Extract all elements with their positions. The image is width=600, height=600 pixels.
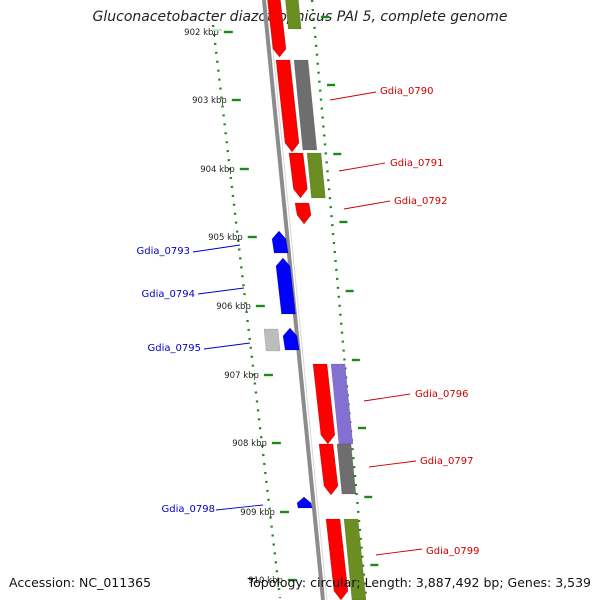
reverse-gene-label-leader: [192, 244, 241, 253]
forward-gene-label-leader: [329, 91, 377, 101]
tick-label: 908 kbp: [232, 439, 267, 449]
reverse-gene-label: Gdia_0798: [162, 504, 215, 515]
cog-bar: [343, 518, 367, 600]
tick-label: 907 kbp: [224, 371, 259, 381]
forward-gene-label: Gdia_0799: [426, 546, 479, 557]
forward-gene-label-leader: [338, 162, 386, 172]
accession-label: Accession: NC_011365: [9, 575, 152, 590]
forward-gene-arrow: [325, 518, 349, 600]
reverse-gene-label: Gdia_0795: [148, 343, 201, 354]
reverse-gene-label-leader: [215, 504, 264, 511]
genome-summary: Topology: circular; Length: 3,887,492 bp…: [247, 575, 591, 590]
backbone-highlight: [267, 0, 328, 600]
cog-bar: [306, 152, 326, 199]
cog-bar: [285, 0, 302, 30]
reverse-gene-label: Gdia_0794: [142, 289, 195, 300]
cog-bar: [293, 59, 318, 151]
cog-bar: [336, 443, 357, 495]
tick-label: 910 kbp: [248, 576, 283, 586]
reverse-gene-arrow: [282, 327, 300, 351]
forward-gene-arrow: [288, 152, 308, 199]
cog-bar: [330, 363, 354, 445]
forward-gene-label: Gdia_0792: [394, 196, 447, 207]
forward-gene-label-leader: [363, 393, 411, 402]
forward-gene-label: Gdia_0797: [420, 456, 473, 467]
reverse-gene-label: Gdia_0793: [137, 246, 190, 257]
tick-label: 904 kbp: [200, 165, 235, 175]
forward-gene-label-leader: [375, 548, 423, 556]
forward-gene-arrow: [275, 59, 300, 153]
forward-gene-label: Gdia_0796: [415, 389, 468, 400]
inner-tick-ring: [211, 24, 282, 599]
tick-label: 905 kbp: [208, 233, 243, 243]
forward-gene-label-leader: [368, 460, 417, 468]
forward-gene-label: Gdia_0791: [390, 158, 443, 169]
forward-gene-arrow: [318, 443, 339, 496]
forward-gene-arrow: [294, 202, 312, 225]
tick-label: 902 kbp: [184, 28, 219, 38]
tick-label: 903 kbp: [192, 96, 227, 106]
reverse-gene-label-leader: [203, 342, 251, 350]
reverse-gene-arrow: [271, 230, 289, 254]
reverse-gene-arrow: [296, 496, 313, 509]
tick-label: 906 kbp: [216, 302, 251, 312]
forward-gene-arrow: [267, 0, 287, 58]
tick-label: 909 kbp: [240, 508, 275, 518]
forward-gene-arrow: [312, 363, 336, 445]
forward-gene-label-leader: [343, 200, 391, 210]
outer-tick-ring: [310, 0, 368, 599]
forward-gene-label: Gdia_0790: [380, 86, 433, 97]
reverse-gene-arrow: [275, 257, 296, 315]
reverse-gene-label-leader: [197, 287, 245, 295]
cog-bar: [263, 328, 281, 352]
